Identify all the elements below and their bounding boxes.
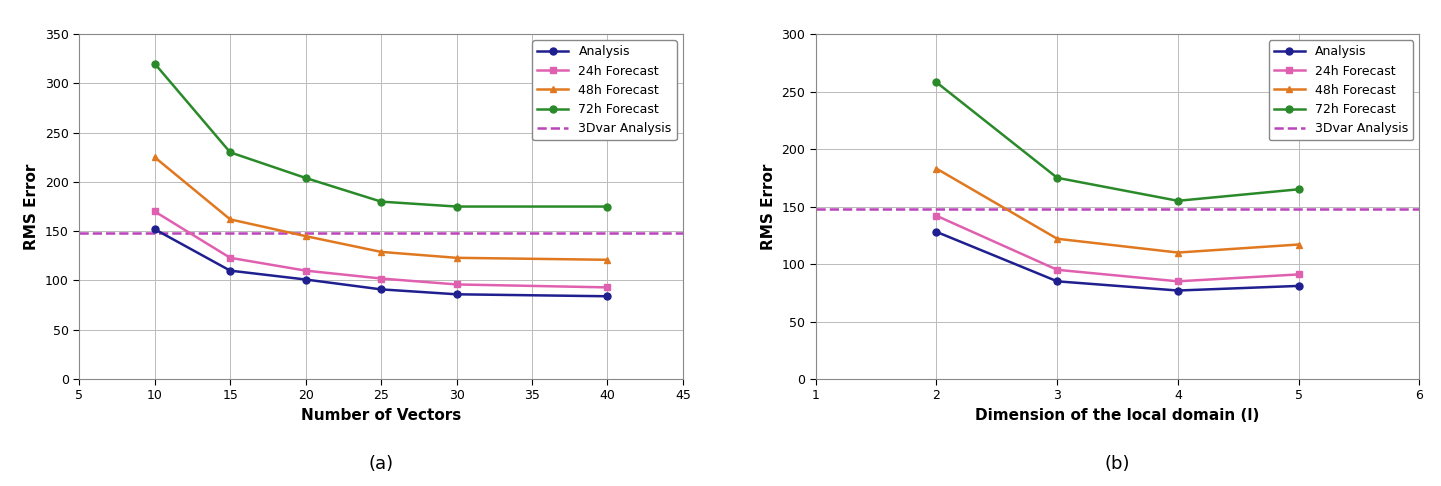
Text: (a): (a) [369, 455, 393, 473]
Y-axis label: RMS Error: RMS Error [24, 163, 39, 250]
Legend: Analysis, 24h Forecast, 48h Forecast, 72h Forecast, 3Dvar Analysis: Analysis, 24h Forecast, 48h Forecast, 72… [532, 40, 677, 140]
X-axis label: Dimension of the local domain (l): Dimension of the local domain (l) [976, 408, 1259, 423]
Legend: Analysis, 24h Forecast, 48h Forecast, 72h Forecast, 3Dvar Analysis: Analysis, 24h Forecast, 48h Forecast, 72… [1268, 40, 1414, 140]
Y-axis label: RMS Error: RMS Error [761, 163, 775, 250]
Text: (b): (b) [1105, 455, 1130, 473]
X-axis label: Number of Vectors: Number of Vectors [301, 408, 461, 423]
